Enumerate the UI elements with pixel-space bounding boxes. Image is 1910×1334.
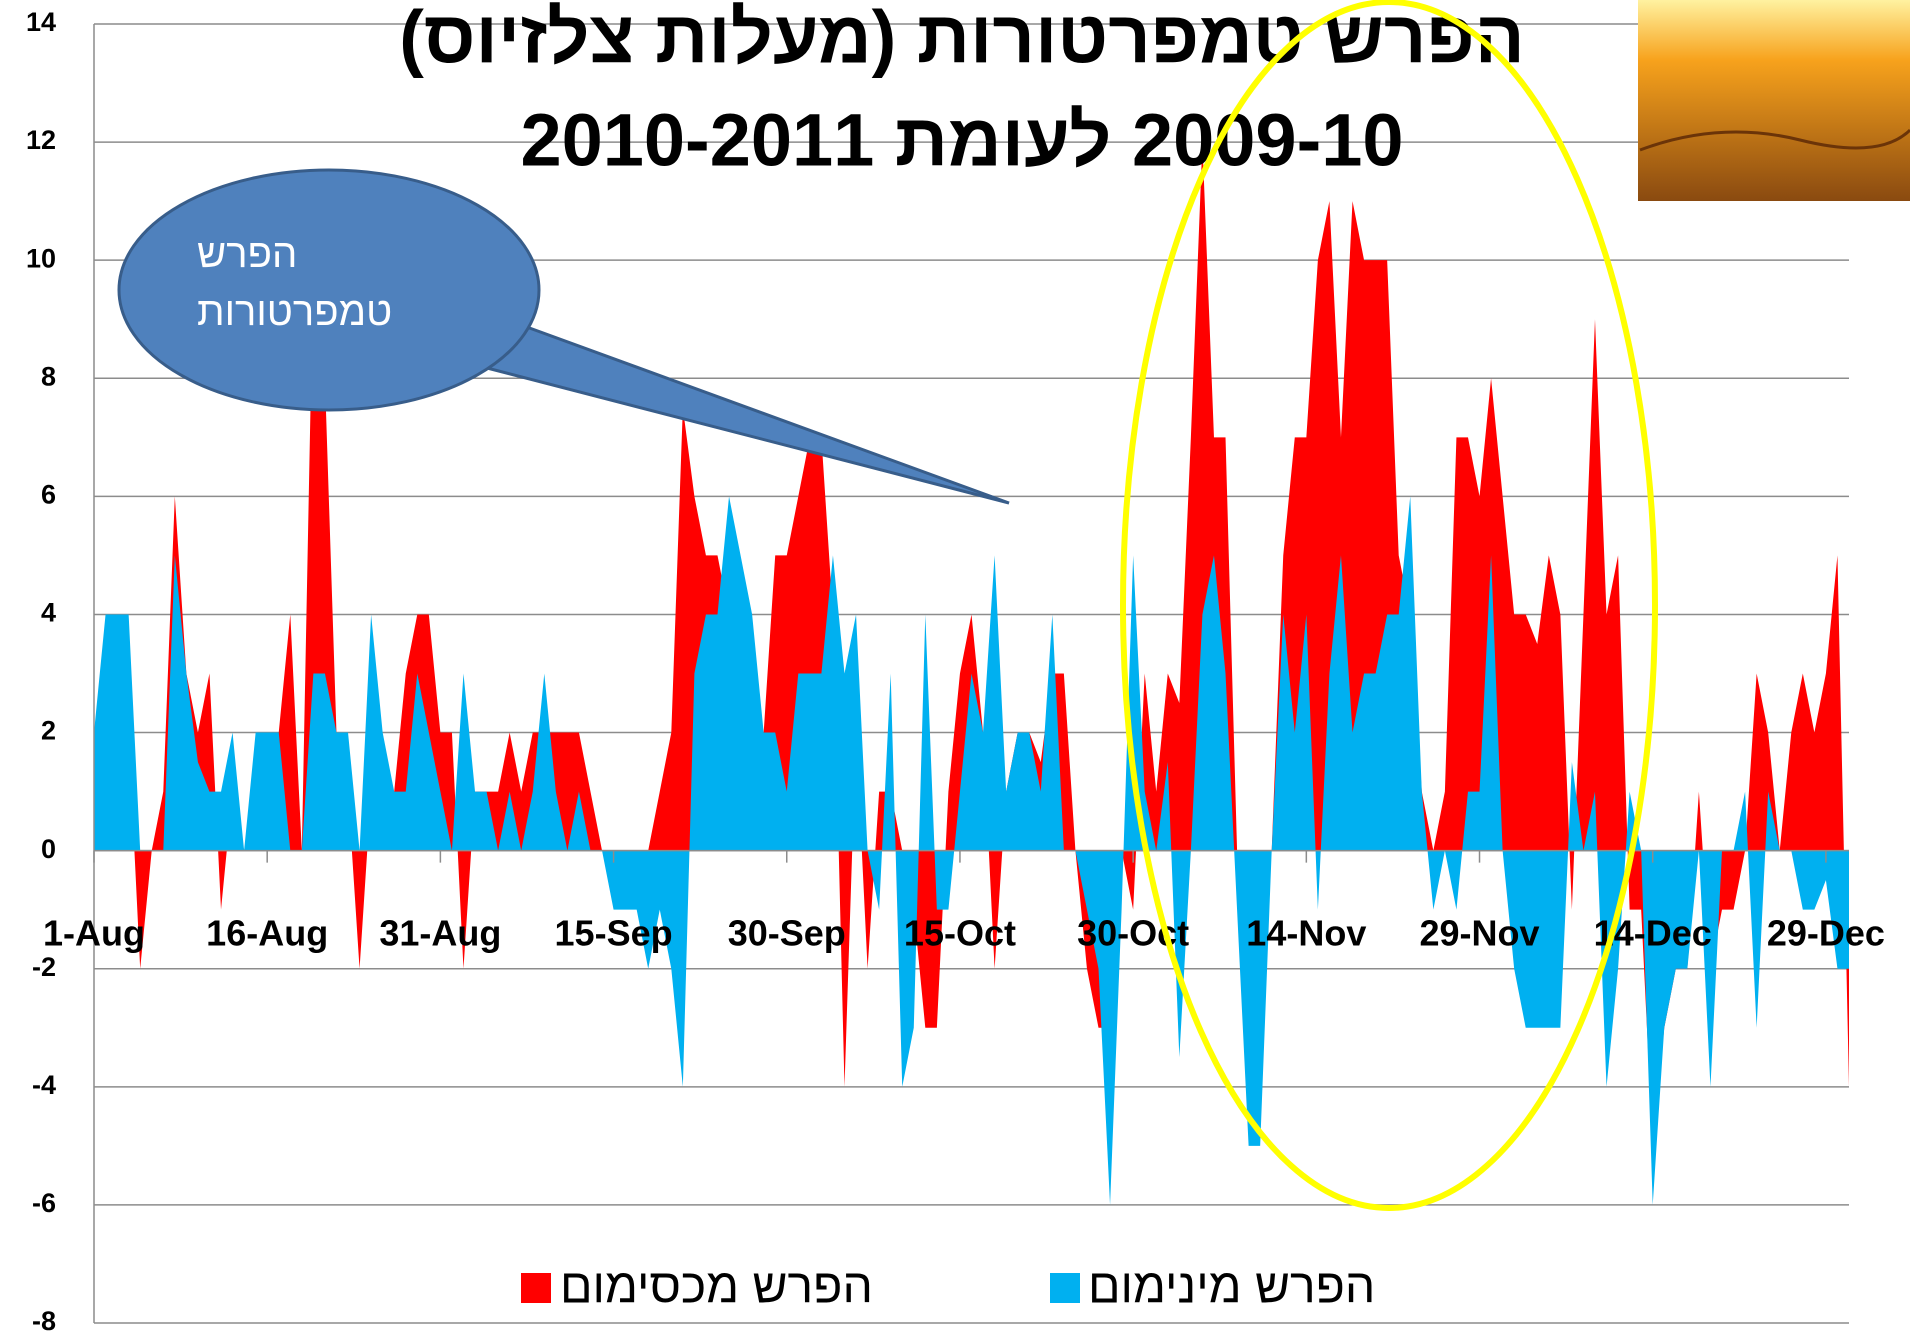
y-tick-label: 4 [41, 598, 56, 628]
y-tick-label: -2 [32, 952, 56, 982]
y-tick-label: 10 [26, 243, 56, 273]
chart-subtitle: 2009-10 לעומת 2010-2011 [520, 99, 1403, 182]
y-tick-label: 2 [41, 716, 56, 746]
axes: -8 -6 -4 -2 0 2 4 6 8 10 12 14 1-Aug 16-Aug 31-Aug 15-S… [26, 7, 1885, 1334]
y-tick-label: 14 [26, 7, 56, 37]
y-tick-label: -8 [32, 1306, 56, 1334]
sun-image-dune [1639, 128, 1910, 152]
legend: הפרש מכסימום הפרש מינימום [521, 1261, 1375, 1314]
area [94, 142, 1849, 1146]
y-tick-label: -4 [32, 1070, 56, 1100]
callout-text: הפרש טמפרטורות [197, 232, 393, 334]
y-tick-label: 12 [26, 125, 56, 155]
x-tick-label: 15-Sep [555, 913, 673, 954]
y-tick-label: -6 [32, 1188, 56, 1218]
x-tick-label: 29-Nov [1420, 913, 1540, 954]
legend-label: הפרש מינימום [1088, 1261, 1375, 1314]
legend-swatch [1050, 1273, 1080, 1303]
x-tick-label: 16-Aug [206, 913, 328, 954]
x-tick-label: 1-Aug [43, 913, 145, 954]
y-tick-label: 8 [41, 361, 56, 391]
x-tick-label: 14-Nov [1246, 913, 1366, 954]
callout-tail [484, 324, 1010, 505]
sun-image [1638, 0, 1910, 201]
x-tick-label: 29-Dec [1767, 913, 1885, 954]
chart-title: הפרש טמפרטורות (מעלות צלזיוס) [399, 0, 1525, 79]
x-tick-label: 31-Aug [379, 913, 501, 954]
x-tick-label: 30-Sep [728, 913, 846, 954]
legend-swatch [521, 1273, 551, 1303]
callout-bubble [117, 168, 541, 412]
y-tick-label: 0 [41, 834, 56, 864]
legend-label: הפרש מכסימום [560, 1261, 873, 1314]
y-tick-label: 6 [41, 479, 56, 509]
x-tick-label: 15-Oct [904, 913, 1016, 954]
highlight-ellipse [1120, 0, 1658, 1211]
